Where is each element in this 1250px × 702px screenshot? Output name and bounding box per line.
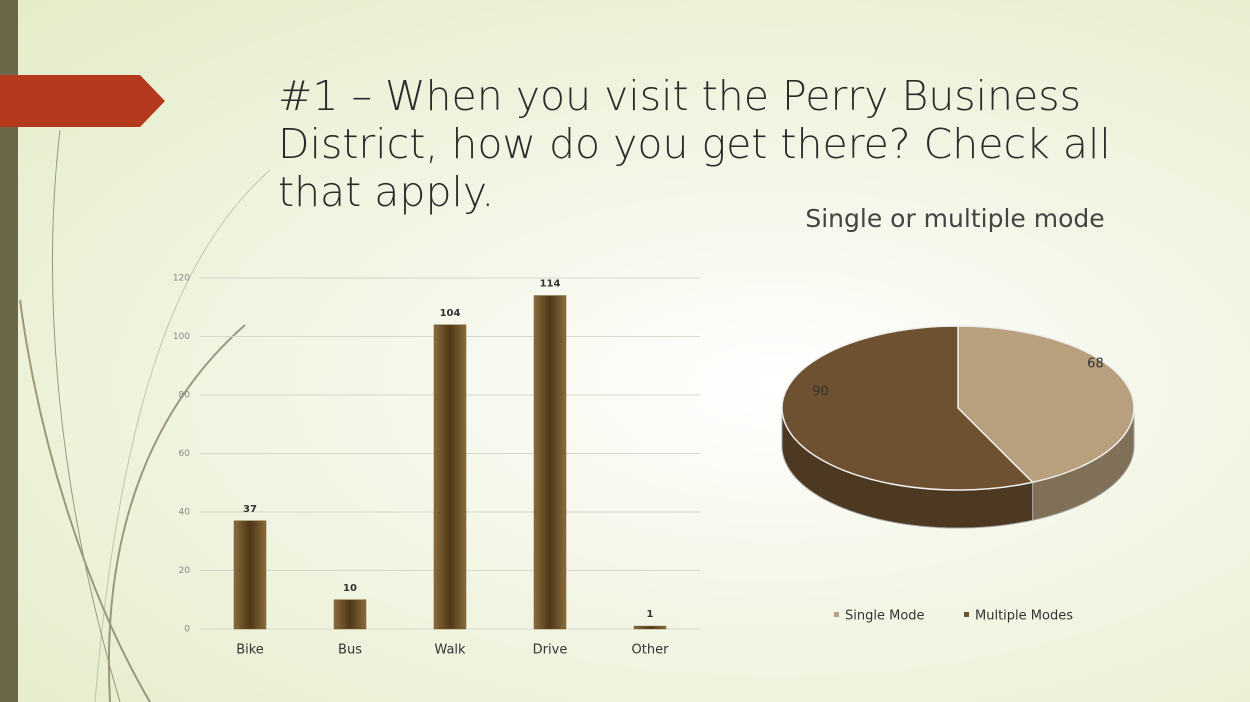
slide-title: #1 – When you visit the Perry Business D… [278, 72, 1111, 216]
x-tick-label: Bus [338, 643, 362, 658]
bar [433, 324, 467, 630]
data-label: 10 [343, 583, 357, 594]
accent-arrow [0, 75, 165, 127]
x-tick-label: Other [632, 643, 670, 658]
y-tick-label: 120 [173, 274, 190, 284]
bar [633, 625, 667, 630]
y-tick-label: 60 [179, 449, 191, 459]
y-tick-label: 0 [184, 625, 190, 635]
x-tick-label: Walk [434, 643, 466, 658]
x-tick-label: Bike [236, 643, 264, 658]
legend-label: Single Mode [845, 609, 925, 624]
data-label: 104 [440, 308, 461, 319]
pie-title: Single or multiple mode [805, 204, 1104, 233]
decor-curves [19, 129, 271, 702]
y-tick-label: 20 [179, 566, 191, 576]
y-tick-label: 80 [179, 391, 191, 401]
y-tick-label: 40 [179, 508, 191, 518]
legend-swatch [834, 612, 839, 617]
side-bar [0, 0, 18, 702]
legend-swatch [964, 612, 969, 617]
bar [533, 295, 567, 630]
bar [233, 520, 267, 630]
data-label: 1 [647, 609, 654, 620]
data-label: 37 [243, 504, 257, 515]
pie-slice [957, 325, 1135, 484]
bar [333, 599, 367, 630]
data-label: 114 [540, 279, 561, 290]
y-tick-label: 100 [173, 332, 190, 342]
pie-slice [781, 325, 1035, 491]
data-label: 68 [1087, 356, 1104, 371]
legend-label: Multiple Modes [975, 609, 1073, 624]
data-label: 90 [812, 385, 829, 400]
x-tick-label: Drive [533, 643, 568, 658]
